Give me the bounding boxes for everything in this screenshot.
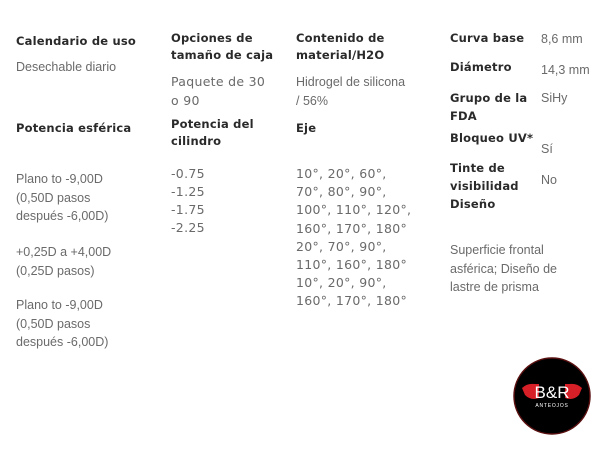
caja-label: Opciones de tamaño de caja <box>171 31 274 62</box>
esferica-label: Potencia esférica <box>16 121 132 135</box>
esferica-value: +0,25D a +4,00D (0,25D pasos) <box>16 245 112 278</box>
diseno-value: Superficie frontal asférica; Diseño de l… <box>450 243 558 294</box>
cilindro-value: -0.75 -1.25 -1.75 -2.25 <box>171 166 205 235</box>
tinte-label: Tinte de visibilidad <box>450 161 519 193</box>
calendario-value: Desechable diario <box>16 60 117 74</box>
diametro-label: Diámetro <box>450 60 512 74</box>
esferica-value: Plano to -9,00D (0,50D pasos después -6,… <box>16 172 109 223</box>
eje-value: 10°, 20°, 60°, 70°, 80°, 90°, 100°, 110°… <box>296 166 412 309</box>
eje-label: Eje <box>296 121 317 135</box>
diametro-value: 14,3 mm <box>541 63 590 77</box>
uv-value: Sí <box>541 142 553 156</box>
caja-value: Paquete de 30 o 90 <box>171 74 266 108</box>
esferica-value: Plano to -9,00D (0,50D pasos después -6,… <box>16 298 109 349</box>
curva-label: Curva base <box>450 31 525 45</box>
fda-value: SiHy <box>541 91 568 105</box>
fda-label: Grupo de la FDA <box>450 91 528 123</box>
calendario-label: Calendario de uso <box>16 34 137 48</box>
material-label: Contenido de material/H2O <box>296 31 385 62</box>
cilindro-label: Potencia del cilindro <box>171 117 254 148</box>
logo-text: B&R <box>535 383 570 402</box>
material-value: Hidrogel de silicona / 56% <box>296 75 406 108</box>
tinte-value: No <box>541 173 557 187</box>
diseno-label: Diseño <box>450 197 496 211</box>
uv-label: Bloqueo UV* <box>450 131 534 145</box>
logo-subtext: ANTEOJOS <box>535 403 568 409</box>
brand-logo: B&R ANTEOJOS <box>513 357 591 435</box>
curva-value: 8,6 mm <box>541 32 583 46</box>
